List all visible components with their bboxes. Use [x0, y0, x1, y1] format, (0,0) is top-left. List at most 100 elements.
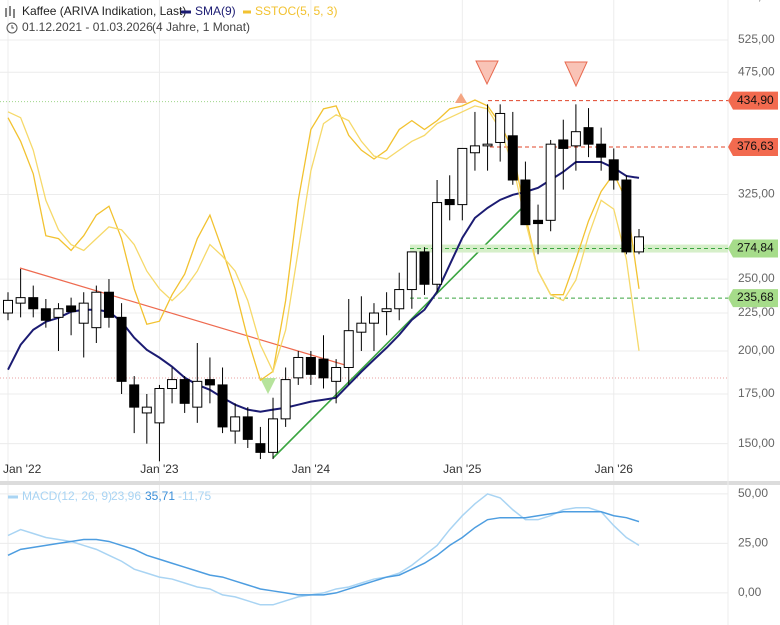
- y-tick-label: 600,00: [738, 0, 775, 3]
- candle-body: [432, 202, 443, 285]
- signal-marker: [455, 93, 467, 103]
- candle-body: [331, 366, 342, 382]
- date-range: 01.12.2021 - 01.03.2026: [22, 20, 153, 34]
- macd-readout: -11,75: [178, 489, 211, 503]
- macd-readout: 23,96: [111, 489, 141, 503]
- y-tick-label: 325,00: [738, 187, 775, 201]
- legend-label: SMA(9): [195, 4, 236, 18]
- candle-body: [28, 297, 39, 310]
- level-label: 434,90: [737, 93, 774, 107]
- candle-body: [507, 135, 518, 181]
- legend-label: SSTOC(5, 5, 3): [255, 4, 337, 18]
- y-tick-label: 200,00: [738, 343, 775, 357]
- macd-pane: [0, 485, 728, 625]
- level-label: 274,84: [737, 241, 774, 255]
- candle-body: [318, 358, 329, 379]
- candle-body: [583, 127, 594, 145]
- x-tick-label: Jan '23: [140, 462, 179, 476]
- candle-body: [230, 416, 241, 432]
- candle-body: [167, 379, 178, 390]
- candle-body: [217, 384, 228, 428]
- candle-body: [129, 384, 140, 408]
- candle-body: [3, 299, 13, 314]
- candle-body: [608, 159, 619, 181]
- candle-body: [293, 356, 304, 379]
- candle-body: [406, 251, 417, 291]
- candle-body: [204, 379, 215, 386]
- x-tick-label: Jan '26: [595, 462, 634, 476]
- candle-body: [419, 251, 430, 285]
- candle-body: [558, 139, 569, 149]
- candle-body: [520, 179, 531, 226]
- candle-body: [394, 289, 405, 310]
- candle-body: [40, 308, 51, 321]
- candle-body: [621, 179, 632, 253]
- candle-body: [469, 145, 480, 154]
- signal-marker: [564, 61, 588, 88]
- level-label: 376,63: [737, 139, 774, 153]
- candle-body: [545, 143, 556, 221]
- candle-body: [482, 143, 493, 147]
- candle-body: [179, 379, 190, 404]
- candle-body: [570, 131, 581, 147]
- candle-body: [154, 388, 165, 424]
- x-tick-label: Jan '25: [443, 462, 482, 476]
- candle-body: [15, 297, 26, 304]
- y-tick-label: 175,00: [738, 386, 775, 400]
- x-tick-label: Jan '22: [3, 462, 42, 476]
- level-band: [410, 244, 728, 253]
- candle-body: [356, 322, 367, 333]
- trend-line: [19, 267, 346, 366]
- y-tick-label: 525,00: [738, 32, 775, 46]
- candle-body: [66, 305, 77, 313]
- signal-marker: [475, 60, 499, 86]
- candle-body: [53, 308, 64, 318]
- candle-body: [634, 236, 644, 253]
- x-tick-label: Jan '24: [292, 462, 331, 476]
- candle-body: [255, 443, 266, 453]
- y-tick-label: 475,00: [738, 64, 775, 78]
- candle-body: [381, 308, 392, 313]
- level-tag: [728, 239, 778, 258]
- chart-icon: [5, 6, 15, 18]
- candle-body: [268, 418, 279, 453]
- candle-body: [457, 147, 468, 206]
- clock-icon: [11, 25, 14, 29]
- header: Kaffee (ARIVA Indikation, Last) SMA(9) S…: [5, 4, 337, 503]
- y-tick-label: 225,00: [738, 305, 775, 319]
- candle-body: [495, 112, 506, 143]
- signal-marker: [260, 378, 276, 394]
- level-tag: [728, 138, 778, 157]
- macd-line: [7, 493, 640, 606]
- candle-body: [91, 291, 102, 329]
- candle-body: [305, 356, 316, 375]
- trend-line: [272, 199, 531, 459]
- candle-body: [596, 143, 607, 158]
- candle-body: [141, 406, 152, 414]
- candle-body: [242, 416, 253, 440]
- candle-body: [444, 199, 455, 206]
- axes: Jan '22 Jan '23 Jan '24 Jan '25 Jan '26 150,0…: [3, 0, 778, 599]
- candle-body: [533, 219, 544, 225]
- y-tick-label: 50,00: [738, 486, 768, 500]
- macd-readout: 35,71: [145, 489, 175, 503]
- chart-title: Kaffee (ARIVA Indikation, Last): [22, 4, 186, 18]
- candle-body: [103, 291, 114, 318]
- y-tick-label: 0,00: [738, 585, 762, 599]
- clock-icon: [6, 22, 18, 34]
- candle-body: [116, 316, 127, 382]
- level-label: 235,68: [737, 290, 774, 304]
- y-tick-label: 150,00: [738, 436, 775, 450]
- price-pane: [0, 0, 728, 481]
- candle-body: [368, 312, 379, 324]
- macd-line: [7, 510, 640, 596]
- level-tag: [728, 289, 778, 308]
- y-tick-label: 250,00: [738, 271, 775, 285]
- macd-title: MACD(12, 26, 9): [22, 489, 112, 503]
- candle-body: [280, 379, 291, 420]
- period: (4 Jahre, 1 Monat): [152, 20, 250, 34]
- candle-body: [78, 302, 89, 324]
- stochastic-line: [7, 105, 640, 374]
